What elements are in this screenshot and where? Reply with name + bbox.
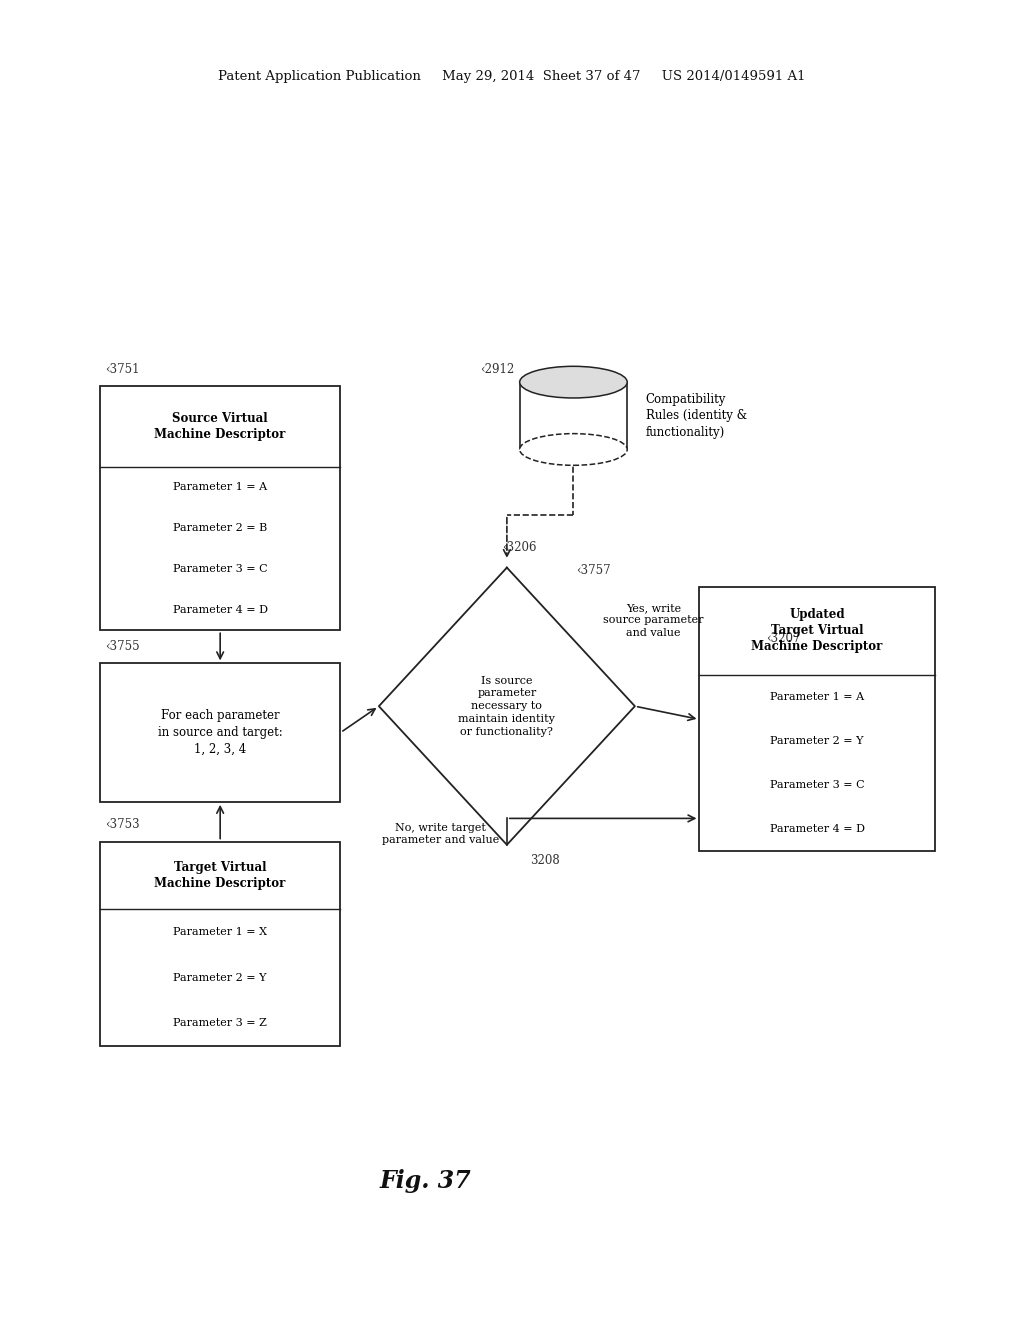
Bar	[520, 383, 627, 449]
Text: Source Virtual
Machine Descriptor: Source Virtual Machine Descriptor	[155, 412, 286, 441]
Text: ‹3753: ‹3753	[105, 818, 139, 832]
Text: Parameter 4 = D: Parameter 4 = D	[770, 824, 864, 834]
Text: Is source
parameter
necessary to
maintain identity
or functionality?: Is source parameter necessary to maintai…	[459, 676, 555, 737]
Text: Parameter 1 = A: Parameter 1 = A	[770, 692, 864, 702]
Text: ‹3755: ‹3755	[105, 640, 139, 653]
Text: Parameter 1 = A: Parameter 1 = A	[173, 482, 267, 492]
Text: Parameter 3 = C: Parameter 3 = C	[173, 564, 267, 574]
Bar	[100, 385, 340, 631]
Text: No, write target
parameter and value: No, write target parameter and value	[382, 824, 499, 845]
Text: Parameter 4 = D: Parameter 4 = D	[173, 605, 267, 615]
Text: ‹2912: ‹2912	[480, 363, 515, 375]
Text: Parameter 2 = B: Parameter 2 = B	[173, 523, 267, 533]
Ellipse shape	[520, 433, 627, 466]
Bar	[699, 587, 935, 851]
Text: Parameter 3 = Z: Parameter 3 = Z	[173, 1018, 267, 1028]
Bar	[100, 842, 340, 1045]
Text: Compatibility
Rules (identity &
functionality): Compatibility Rules (identity & function…	[646, 393, 746, 438]
Text: Updated
Target Virtual
Machine Descriptor: Updated Target Virtual Machine Descripto…	[752, 609, 883, 653]
Text: 3208: 3208	[530, 854, 560, 867]
Polygon shape	[379, 568, 635, 845]
Text: ‹3751: ‹3751	[105, 363, 139, 375]
Bar	[100, 663, 340, 801]
Text: For each parameter
in source and target:
1, 2, 3, 4: For each parameter in source and target:…	[158, 709, 283, 756]
Text: Fig. 37: Fig. 37	[379, 1170, 471, 1193]
Ellipse shape	[520, 366, 627, 399]
Text: Patent Application Publication     May 29, 2014  Sheet 37 of 47     US 2014/0149: Patent Application Publication May 29, 2…	[218, 70, 806, 83]
Text: Target Virtual
Machine Descriptor: Target Virtual Machine Descriptor	[155, 861, 286, 890]
Text: Yes, write
source parameter
and value: Yes, write source parameter and value	[603, 603, 703, 638]
Text: Parameter 3 = C: Parameter 3 = C	[770, 780, 864, 791]
Text: ‹3207: ‹3207	[766, 632, 801, 645]
Text: Parameter 2 = Y: Parameter 2 = Y	[173, 973, 267, 982]
Text: Parameter 1 = X: Parameter 1 = X	[173, 927, 267, 937]
Text: ‹3757: ‹3757	[577, 564, 611, 577]
Text: ‹3206: ‹3206	[502, 541, 537, 554]
Text: Parameter 2 = Y: Parameter 2 = Y	[770, 735, 864, 746]
